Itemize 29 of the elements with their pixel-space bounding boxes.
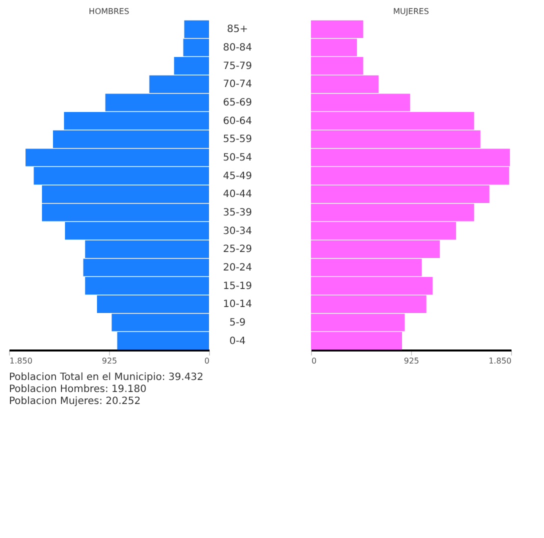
y-tick-label: 15-19 xyxy=(222,280,252,292)
x-tick-label: 1.850 xyxy=(488,356,512,366)
x-tick-label: 925 xyxy=(404,356,420,366)
y-tick-label: 80-84 xyxy=(222,42,252,54)
y-tick-label: 60-64 xyxy=(222,116,252,127)
chart-title: MUJERES xyxy=(393,7,429,16)
y-tick-label: 85+ xyxy=(226,24,248,36)
y-tick-label: 20-24 xyxy=(222,262,252,274)
y-tick-label: 65-69 xyxy=(222,98,252,108)
x-tick-label: 925 xyxy=(102,356,118,366)
y-tick-label: 50-54 xyxy=(222,152,252,164)
y-tick-label: 55-59 xyxy=(222,134,252,146)
y-tick-label: 0-4 xyxy=(229,336,246,347)
text: Poblacion Hombres: 19.180 xyxy=(9,384,146,395)
x-tick-label: 0 xyxy=(312,356,317,366)
y-tick-label: 10-14 xyxy=(222,299,252,310)
y-tick-label: 40-44 xyxy=(222,189,252,200)
y-tick-label: 25-29 xyxy=(222,244,252,256)
text: Poblacion Total en el Municipio: 39.432 xyxy=(9,372,204,383)
y-tick-label: 75-79 xyxy=(222,60,252,72)
y-tick-label: 35-39 xyxy=(222,208,252,218)
x-tick-label: 1.850 xyxy=(10,356,32,366)
y-tick-label: 45-49 xyxy=(222,170,252,182)
chart-title: HOMBRES xyxy=(88,7,130,16)
y-tick-label: 5-9 xyxy=(229,318,246,328)
y-tick-label: 30-34 xyxy=(222,226,252,237)
text: Poblacion Mujeres: 20.252 xyxy=(9,396,141,407)
x-tick-label: 0 xyxy=(204,356,210,366)
y-tick-label: 70-74 xyxy=(222,79,252,90)
